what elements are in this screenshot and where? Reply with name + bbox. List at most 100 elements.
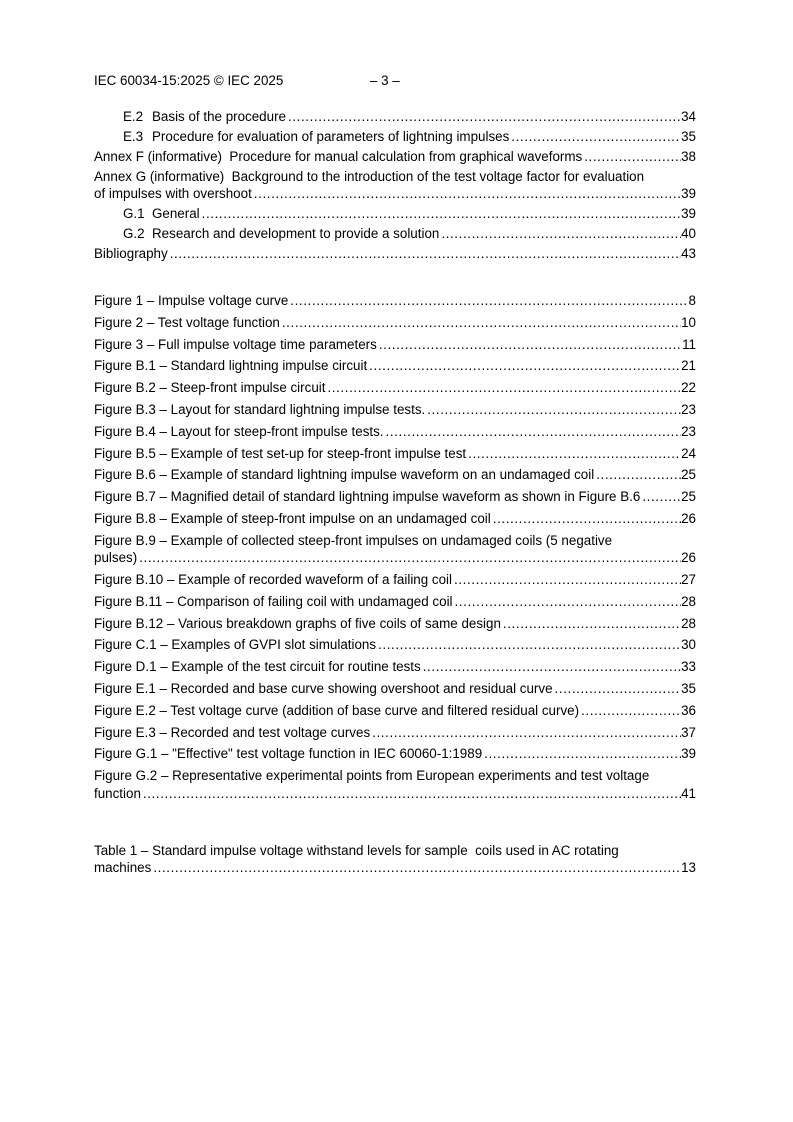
toc-entry-number: E.2 (123, 109, 144, 124)
toc-entry-title-cell: Procedure for evaluation of parameters o… (152, 128, 681, 145)
toc-entry: Figure B.10 – Example of recorded wavefo… (94, 571, 696, 588)
dot-leader: ........................................… (484, 746, 681, 762)
toc-entry-title-cell: Figure B.1 – Standard lightning impulse … (94, 357, 681, 374)
toc-entry-title: Annex G (informative) Background to the … (94, 168, 648, 202)
toc-entry-title: Figure 2 – Test voltage function (94, 314, 280, 330)
toc-entry-page: 10 (681, 314, 696, 330)
toc-entry-title-cell: Annex G (informative) Background to the … (94, 168, 681, 203)
toc-entry-title-cell: Research and development to provide a so… (152, 225, 681, 242)
dot-leader: ........................................… (201, 206, 682, 222)
dot-leader: ........................................… (427, 401, 681, 417)
toc-entry-title: Figure B.5 – Example of test set-up for … (94, 445, 467, 461)
toc-entry-title-cell: Figure B.9 – Example of collected steep-… (94, 532, 681, 567)
toc-entry: E.2 Basis of the procedure..............… (94, 108, 696, 125)
toc-entry-title-cell: Figure G.2 – Representative experimental… (94, 767, 681, 802)
toc-entry-page: 41 (681, 785, 696, 801)
toc-entry-title-cell: Figure B.7 – Magnified detail of standar… (94, 488, 681, 505)
toc-entry-page: 11 (682, 336, 696, 352)
toc-entry-title-cell: Figure E.3 – Recorded and test voltage c… (94, 724, 681, 741)
toc-entry: Figure B.8 – Example of steep-front impu… (94, 510, 696, 527)
table-of-contents: E.2 Basis of the procedure..............… (94, 108, 696, 262)
toc-entry-title-cell: Figure B.11 – Comparison of failing coil… (94, 593, 681, 610)
toc-entry-title: Figure B.7 – Magnified detail of standar… (94, 489, 641, 505)
toc-entry: Bibliography............................… (94, 245, 696, 262)
toc-entry-title: Figure B.10 – Example of recorded wavefo… (94, 571, 453, 587)
toc-entry-title-cell: Figure B.8 – Example of steep-front impu… (94, 510, 681, 527)
toc-entry-title-cell: Figure 1 – Impulse voltage curve........… (94, 292, 689, 309)
toc-entry-page: 36 (681, 702, 696, 718)
toc-entry-page: 30 (681, 637, 696, 653)
toc-entry-title: Basis of the procedure (152, 109, 286, 124)
toc-entry: G.1 General.............................… (94, 205, 696, 222)
toc-entry-title-cell: Bibliography............................… (94, 245, 681, 262)
toc-entry: Figure G.2 – Representative experimental… (94, 767, 696, 802)
toc-entry: Figure B.9 – Example of collected steep-… (94, 532, 696, 567)
toc-entry-title-cell: Figure B.10 – Example of recorded wavefo… (94, 571, 681, 588)
toc-entry-page: 23 (681, 423, 696, 439)
toc-entry-title: Research and development to provide a so… (152, 225, 440, 241)
toc-entry-title-cell: Table 1 – Standard impulse voltage withs… (94, 842, 681, 877)
toc-entry-page: 43 (681, 245, 696, 261)
toc-entry-title-cell: Figure B.2 – Steep-front impulse circuit… (94, 379, 681, 396)
toc-entry: Figure E.1 – Recorded and base curve sho… (94, 680, 696, 697)
dot-leader: ........................................… (596, 467, 682, 483)
dot-leader: ........................................… (139, 550, 682, 566)
toc-entry-page: 25 (681, 489, 696, 505)
toc-entry: Annex G (informative) Background to the … (94, 168, 696, 203)
toc-entry: Figure B.12 – Various breakdown graphs o… (94, 615, 696, 632)
toc-entry-title: Figure B.9 – Example of collected steep-… (94, 532, 616, 566)
toc-entry-title: Figure B.4 – Layout for steep-front impu… (94, 423, 384, 439)
toc-entry-title: Table 1 – Standard impulse voltage withs… (94, 843, 623, 876)
toc-entry: Annex F (informative) Procedure for manu… (94, 148, 696, 165)
toc-entry: Figure G.1 – "Effective" test voltage fu… (94, 745, 696, 762)
page-header: IEC 60034-15:2025 © IEC 2025 – 3 – (94, 72, 696, 89)
toc-entry-title-cell: Figure B.3 – Layout for standard lightni… (94, 401, 681, 418)
toc-entry-page: 24 (681, 445, 696, 461)
toc-entry-page: 37 (681, 724, 696, 740)
toc-entry: Figure E.3 – Recorded and test voltage c… (94, 724, 696, 741)
toc-entry: Figure 2 – Test voltage function........… (94, 314, 696, 331)
toc-entry: Figure B.11 – Comparison of failing coil… (94, 593, 696, 610)
dot-leader: ........................................… (378, 637, 681, 653)
toc-entry-page: 25 (681, 467, 696, 483)
toc-entry-title-cell: Figure B.4 – Layout for steep-front impu… (94, 423, 681, 440)
dot-leader: ........................................… (385, 423, 682, 439)
dot-leader: ........................................… (511, 128, 682, 144)
toc-entry-title-cell: Figure B.12 – Various breakdown graphs o… (94, 615, 681, 632)
toc-entry-page: 13 (681, 860, 696, 876)
toc-entry-page: 33 (681, 659, 696, 675)
toc-entry-title: Figure D.1 – Example of the test circuit… (94, 659, 421, 675)
toc-entry-title-cell: Figure 3 – Full impulse voltage time par… (94, 336, 682, 353)
toc-entry: Figure 3 – Full impulse voltage time par… (94, 336, 696, 353)
toc-entry-title: Procedure for evaluation of parameters o… (152, 128, 510, 144)
toc-entry-page: 21 (681, 358, 696, 374)
toc-entry-title: Figure 1 – Impulse voltage curve (94, 293, 289, 308)
dot-leader: ........................................… (554, 680, 682, 696)
toc-entry-title: Figure B.3 – Layout for standard lightni… (94, 401, 426, 417)
header-page-number: – 3 – (370, 73, 400, 88)
toc-entry: Figure C.1 – Examples of GVPI slot simul… (94, 636, 696, 653)
dot-leader: ........................................… (422, 659, 682, 675)
toc-entry-page: 34 (681, 109, 696, 124)
toc-entry-title-cell: Annex F (informative) Procedure for manu… (94, 148, 681, 165)
dot-leader: ........................................… (502, 615, 682, 631)
toc-entry: Figure 1 – Impulse voltage curve........… (94, 292, 696, 309)
toc-entry-title: Figure E.3 – Recorded and test voltage c… (94, 724, 371, 740)
doc-reference: IEC 60034-15:2025 © IEC 2025 (94, 73, 284, 88)
dot-leader: ........................................… (468, 445, 681, 461)
toc-entry-page: 35 (681, 128, 696, 144)
toc-entry-page: 23 (681, 401, 696, 417)
toc-entry-number: G.1 (123, 206, 145, 222)
dot-leader: ........................................… (369, 358, 681, 374)
toc-entry-page: 35 (681, 680, 696, 696)
toc-entry-title: Figure E.2 – Test voltage curve (additio… (94, 702, 580, 718)
toc-entry: G.2 Research and development to provide … (94, 225, 696, 242)
dot-leader: ........................................… (441, 225, 681, 241)
dot-leader: ........................................… (642, 489, 682, 505)
toc-entry: Figure B.2 – Steep-front impulse circuit… (94, 379, 696, 396)
toc-entry-title: Annex F (informative) Procedure for manu… (94, 148, 583, 164)
toc-entry-page: 38 (681, 148, 696, 164)
dot-leader: ........................................… (327, 380, 682, 396)
dot-leader: ........................................… (253, 186, 682, 202)
toc-entry-number: G.2 (123, 225, 145, 241)
